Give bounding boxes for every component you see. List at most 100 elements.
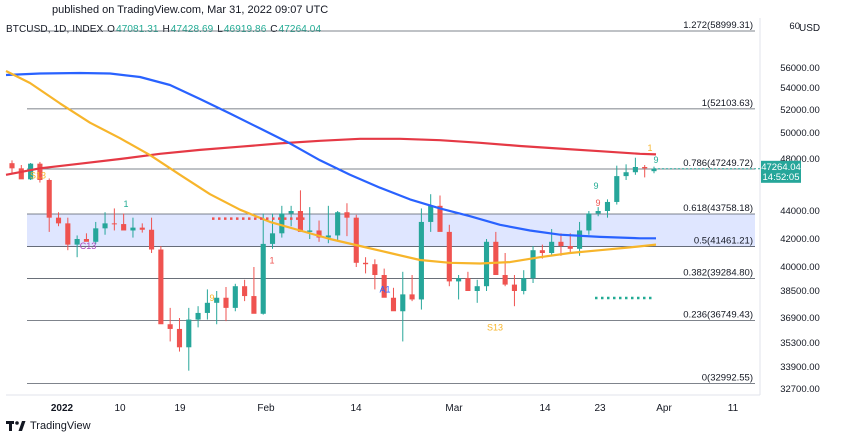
- candle-body[interactable]: [558, 241, 564, 246]
- candle-body[interactable]: [111, 223, 117, 225]
- price-axis-tick: 42000.00: [780, 234, 820, 245]
- time-axis-tick: 14: [539, 403, 551, 414]
- candle-body[interactable]: [176, 328, 183, 348]
- price-axis-tick: 35300.00: [780, 338, 820, 349]
- candle-body[interactable]: [474, 286, 480, 291]
- candle-body[interactable]: [139, 227, 145, 230]
- open-label: O: [107, 24, 116, 35]
- candle-body[interactable]: [297, 211, 303, 232]
- fib-label: 0.786(47249.72): [683, 158, 753, 169]
- candle-body[interactable]: [577, 230, 583, 249]
- candle-body[interactable]: [18, 168, 24, 180]
- candle-body[interactable]: [446, 231, 452, 282]
- support-dots: [631, 296, 634, 300]
- candle-body[interactable]: [130, 227, 136, 231]
- td-annotation: 9: [209, 293, 214, 303]
- last-price-value: 47264.04: [761, 162, 801, 173]
- tradingview-logo-icon: [6, 421, 26, 431]
- candle-body[interactable]: [149, 229, 155, 250]
- candle-body[interactable]: [642, 166, 648, 169]
- last-price-countdown: 14:52:05: [763, 172, 800, 183]
- close-label: C: [270, 24, 278, 35]
- candle-body[interactable]: [530, 250, 536, 279]
- candle-body[interactable]: [167, 324, 173, 329]
- candle-body[interactable]: [195, 312, 201, 320]
- candle-body[interactable]: [158, 249, 164, 325]
- td-annotation: 9: [595, 198, 600, 208]
- price-axis-tick: 33900.00: [780, 362, 820, 373]
- candle-body[interactable]: [493, 241, 499, 275]
- time-axis-tick: 19: [174, 403, 186, 414]
- candle-body[interactable]: [46, 179, 52, 218]
- candle-body[interactable]: [353, 217, 359, 263]
- candle-body[interactable]: [409, 294, 415, 300]
- candle-body[interactable]: [288, 211, 294, 214]
- candle-body[interactable]: [251, 296, 257, 314]
- candle-body[interactable]: [93, 228, 99, 242]
- fib-label: 0(32992.55): [702, 373, 753, 384]
- high-value: 47428.69: [170, 24, 214, 35]
- candle-body[interactable]: [363, 262, 369, 265]
- fib-label: 0.5(41461.21): [694, 236, 753, 247]
- candle-body[interactable]: [502, 275, 508, 285]
- time-axis-tick: Feb: [257, 403, 275, 414]
- candle-body[interactable]: [539, 250, 545, 253]
- time-axis-tick: 2022: [51, 403, 74, 414]
- candle-body[interactable]: [223, 297, 229, 308]
- time-axis-tick: 14: [350, 403, 362, 414]
- td-annotation: A1: [379, 285, 390, 295]
- candle-body[interactable]: [55, 217, 62, 224]
- candle-body[interactable]: [232, 286, 238, 308]
- candle-body[interactable]: [521, 278, 527, 291]
- td-annotation: 9: [653, 155, 658, 165]
- candle-body[interactable]: [269, 233, 276, 244]
- candle-body[interactable]: [511, 284, 517, 291]
- candle-body[interactable]: [437, 205, 443, 232]
- resistance-dots: [212, 217, 215, 220]
- candle-body[interactable]: [37, 163, 43, 180]
- candle-body[interactable]: [102, 223, 108, 229]
- candle-body[interactable]: [604, 201, 611, 211]
- resistance-dots: [296, 217, 299, 220]
- candle-body[interactable]: [335, 212, 341, 236]
- candle-body[interactable]: [456, 278, 462, 282]
- candle-body[interactable]: [567, 246, 573, 249]
- candle-body[interactable]: [390, 297, 397, 312]
- candle-body[interactable]: [279, 213, 285, 234]
- candle-body[interactable]: [214, 297, 220, 303]
- candle-body[interactable]: [372, 264, 378, 275]
- fib-label: 0.236(36749.43): [683, 309, 753, 320]
- candle-body[interactable]: [260, 243, 266, 314]
- resistance-dots: [224, 217, 227, 220]
- candle-body[interactable]: [549, 241, 555, 253]
- candle-body[interactable]: [586, 213, 592, 231]
- candle-body[interactable]: [316, 230, 322, 238]
- candle-body[interactable]: [65, 223, 71, 245]
- candle-body[interactable]: [614, 176, 620, 202]
- candle-body[interactable]: [632, 166, 638, 173]
- candle-body[interactable]: [28, 163, 34, 180]
- candle-body[interactable]: [204, 302, 210, 313]
- candle-body[interactable]: [381, 275, 387, 298]
- candle-body[interactable]: [325, 235, 331, 238]
- candle-body[interactable]: [74, 239, 80, 245]
- candle-body[interactable]: [344, 212, 350, 218]
- candle-body[interactable]: [242, 286, 248, 297]
- candle-body[interactable]: [465, 278, 471, 291]
- candle-body[interactable]: [651, 168, 657, 172]
- support-dots: [643, 296, 646, 300]
- candle-body[interactable]: [9, 163, 15, 169]
- candle-body[interactable]: [623, 172, 629, 177]
- candle-body[interactable]: [186, 319, 192, 348]
- time-axis-tick: 11: [728, 403, 739, 414]
- candle-body[interactable]: [595, 211, 601, 214]
- candle-body[interactable]: [400, 294, 406, 312]
- candle-body[interactable]: [83, 239, 89, 242]
- close-value: 47264.04: [278, 24, 322, 35]
- candle-body[interactable]: [307, 230, 313, 232]
- candle-body[interactable]: [121, 224, 127, 231]
- td-annotation: S13: [487, 323, 503, 333]
- candle-body[interactable]: [428, 205, 434, 222]
- price-axis-tick: 60: [789, 21, 800, 32]
